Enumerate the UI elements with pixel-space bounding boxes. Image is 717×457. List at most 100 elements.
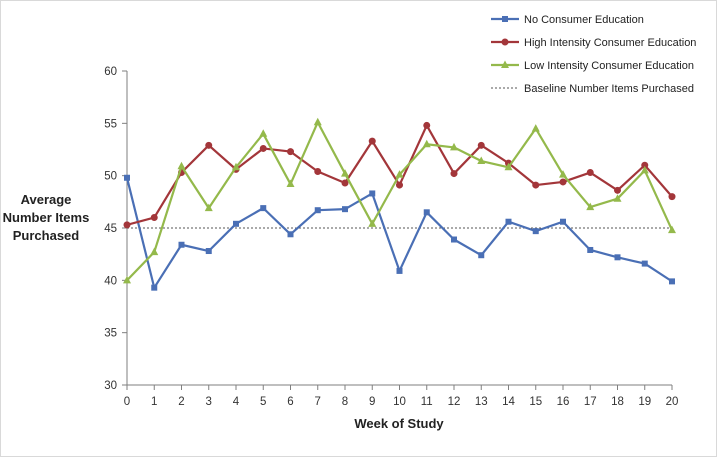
data-point: [560, 218, 566, 225]
data-point: [559, 170, 567, 178]
data-point: [450, 170, 458, 178]
x-tick-label: 5: [260, 396, 266, 408]
data-point: [504, 162, 513, 171]
data-point: [586, 169, 594, 177]
x-tick-label: 13: [475, 396, 488, 408]
data-point: [395, 170, 404, 178]
x-axis-label: Week of Study: [354, 416, 444, 431]
legend-swatch-marker: [501, 60, 509, 68]
data-point: [259, 129, 268, 137]
data-point: [640, 165, 649, 174]
data-point: [477, 141, 485, 149]
data-point: [150, 247, 159, 256]
y-axis-label-line-1: Average: [20, 192, 72, 207]
legend-item-4: Baseline Number Items Purchased: [491, 83, 694, 95]
data-point: [123, 221, 131, 229]
x-tick-label: 10: [393, 396, 406, 408]
x-tick-label: 4: [233, 396, 240, 408]
x-tick-label: 11: [421, 396, 433, 408]
y-tick-label: 40: [104, 275, 117, 287]
data-point: [614, 186, 621, 194]
y-axis-label-line-2: Number Items: [2, 210, 90, 225]
y-tick-label: 60: [104, 66, 117, 78]
data-point: [342, 206, 348, 213]
data-point: [505, 218, 512, 225]
y-tick-label: 55: [104, 118, 117, 130]
data-point: [478, 252, 485, 259]
data-point: [341, 169, 349, 177]
data-point: [396, 267, 403, 274]
data-point: [368, 137, 376, 145]
data-point: [423, 209, 430, 216]
y-axis-label-line-3: Purchased: [12, 228, 80, 243]
x-tick-label: 7: [315, 396, 321, 408]
data-point: [559, 178, 567, 186]
data-point: [286, 179, 295, 188]
y-tick-label: 35: [104, 328, 117, 340]
data-point: [422, 139, 431, 148]
y-tick-label: 30: [104, 380, 117, 392]
x-tick-label: 14: [502, 396, 515, 408]
data-point: [668, 193, 676, 201]
data-point: [613, 194, 622, 202]
data-point: [532, 181, 540, 189]
series-2: [123, 121, 676, 229]
x-tick-label: 16: [557, 396, 570, 408]
legend-label: No Consumer Education: [524, 14, 644, 26]
data-point: [423, 121, 431, 129]
data-point: [314, 207, 321, 214]
data-point: [451, 236, 457, 243]
data-point: [287, 231, 294, 238]
x-tick-label: 12: [448, 396, 461, 408]
series-group: [123, 117, 676, 291]
x-tick-label: 6: [287, 396, 293, 408]
data-point: [260, 205, 267, 212]
y-tick-label: 50: [104, 171, 117, 183]
data-point: [178, 241, 185, 248]
data-point: [123, 275, 131, 284]
data-point: [205, 248, 212, 255]
data-point: [450, 142, 458, 151]
data-point: [259, 144, 267, 152]
x-tick-label: 15: [529, 396, 542, 408]
data-point: [233, 220, 239, 227]
x-tick-label: 9: [369, 396, 375, 408]
data-point: [124, 174, 130, 181]
legend-item-2: High Intensity Consumer Education: [491, 37, 696, 49]
data-point: [641, 161, 649, 169]
data-point: [287, 148, 294, 156]
data-point: [368, 219, 377, 227]
x-tick-label: 19: [638, 396, 651, 408]
data-point: [641, 260, 648, 267]
data-point: [313, 117, 322, 126]
legend-label: High Intensity Consumer Education: [524, 37, 696, 49]
x-tick-label: 1: [151, 396, 157, 408]
series-1: [124, 174, 675, 291]
data-point: [341, 179, 349, 187]
legend-swatch-marker: [501, 38, 509, 46]
y-tick-label: 45: [104, 223, 117, 235]
data-point: [396, 181, 403, 189]
data-point: [668, 225, 676, 234]
data-point: [477, 156, 486, 165]
legend-label: Low Intensity Consumer Education: [524, 60, 694, 72]
x-tick-label: 2: [178, 396, 184, 408]
x-tick-label: 0: [124, 396, 130, 408]
data-point: [531, 124, 540, 132]
legend-item-1: No Consumer Education: [491, 14, 644, 26]
data-point: [204, 203, 213, 212]
data-point: [177, 161, 186, 170]
data-point: [614, 254, 621, 261]
x-tick-label: 17: [584, 396, 597, 408]
legend: No Consumer Education High Intensity Cons…: [491, 14, 696, 95]
data-point: [150, 214, 158, 222]
x-tick-label: 3: [206, 396, 212, 408]
data-point: [151, 284, 158, 291]
legend-item-3: Low Intensity Consumer Education: [491, 60, 694, 72]
legend-label: Baseline Number Items Purchased: [524, 83, 694, 95]
x-tick-label: 8: [342, 396, 348, 408]
data-point: [669, 278, 675, 285]
